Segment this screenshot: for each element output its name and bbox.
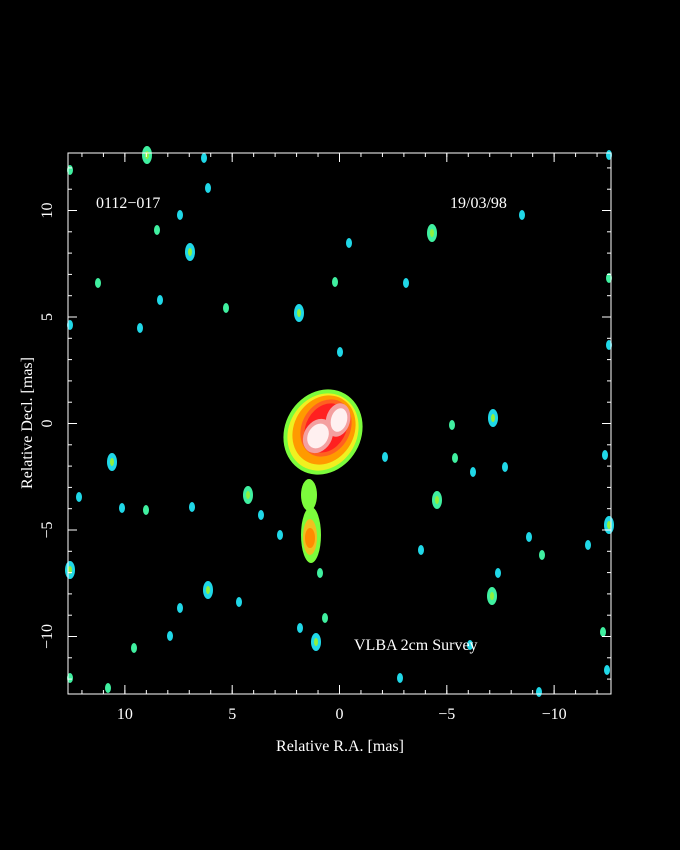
noise-blob — [105, 683, 111, 693]
noise-blob-core — [490, 592, 494, 600]
noise-blob — [297, 623, 303, 633]
noise-blob — [403, 278, 409, 288]
noise-blob — [317, 568, 323, 578]
noise-blob-core — [68, 566, 72, 574]
noise-blob — [397, 673, 403, 683]
noise-blob — [189, 502, 195, 512]
x-tick-label: −10 — [542, 706, 567, 723]
noise-blob — [137, 323, 143, 333]
noise-blob — [143, 505, 149, 515]
y-tick-label: 0 — [39, 420, 56, 428]
x-tick-label: 5 — [228, 706, 236, 723]
noise-blob — [76, 492, 82, 502]
y-tick-label: −10 — [39, 624, 56, 649]
source — [283, 389, 363, 563]
y-tick-label: 5 — [39, 313, 56, 321]
noise-blob — [119, 503, 125, 513]
noise-blob-core — [297, 309, 301, 317]
noise-blob — [205, 183, 211, 193]
noise-blob — [177, 210, 183, 220]
image — [65, 146, 614, 697]
noise-blob — [467, 640, 473, 650]
source-name: 0112−017 — [96, 195, 160, 212]
noise-blob — [449, 420, 455, 430]
noise-blob — [223, 303, 229, 313]
x-tick-label: −5 — [438, 706, 455, 723]
noise-blob — [600, 627, 606, 637]
date: 19/03/98 — [450, 195, 507, 212]
noise-blob-core — [607, 521, 611, 529]
y-tick-label: 10 — [39, 203, 56, 219]
noise-blob-core — [145, 151, 149, 159]
noise-blob — [470, 467, 476, 477]
noise-blob — [337, 347, 343, 357]
y-axis-label: Relative Decl. [mas] — [19, 357, 36, 489]
noise-blob — [418, 545, 424, 555]
noise-blob — [495, 568, 501, 578]
noise-blob — [502, 462, 508, 472]
noise-blob — [536, 687, 542, 697]
x-tick-label: 10 — [117, 706, 133, 723]
noise-blob-core — [188, 248, 192, 256]
noise-blob — [154, 225, 160, 235]
noise-blob — [382, 452, 388, 462]
noise-blob — [526, 532, 532, 542]
noise-blob — [131, 643, 137, 653]
noise-blob — [258, 510, 264, 520]
noise-blob — [322, 613, 328, 623]
noise-blob-core — [110, 458, 114, 466]
noise-blob — [452, 453, 458, 463]
x-axis-label: Relative R.A. [mas] — [276, 738, 404, 755]
noise-blob — [167, 631, 173, 641]
noise-blob-core — [246, 491, 250, 499]
noise-blob-core — [430, 229, 434, 237]
noise-blob — [602, 450, 608, 460]
noise-blob — [585, 540, 591, 550]
noise-blob — [604, 665, 610, 675]
noise-blob — [95, 278, 101, 288]
noise-blob — [277, 530, 283, 540]
noise-blob-core — [206, 586, 210, 594]
noise-blob — [332, 277, 338, 287]
noise-blob — [519, 210, 525, 220]
noise-blob — [236, 597, 242, 607]
noise-blob-core — [314, 638, 318, 646]
annotation: VLBA 2cm Survey — [354, 637, 478, 654]
noise-blob — [177, 603, 183, 613]
noise-blob — [201, 153, 207, 163]
noise-blob — [157, 295, 163, 305]
x-tick-label: 0 — [336, 706, 344, 723]
y-tick-label: −5 — [39, 521, 56, 538]
noise-blob — [346, 238, 352, 248]
noise-blob — [539, 550, 545, 560]
noise-blob-core — [491, 414, 495, 422]
noise-blob-core — [435, 496, 439, 504]
